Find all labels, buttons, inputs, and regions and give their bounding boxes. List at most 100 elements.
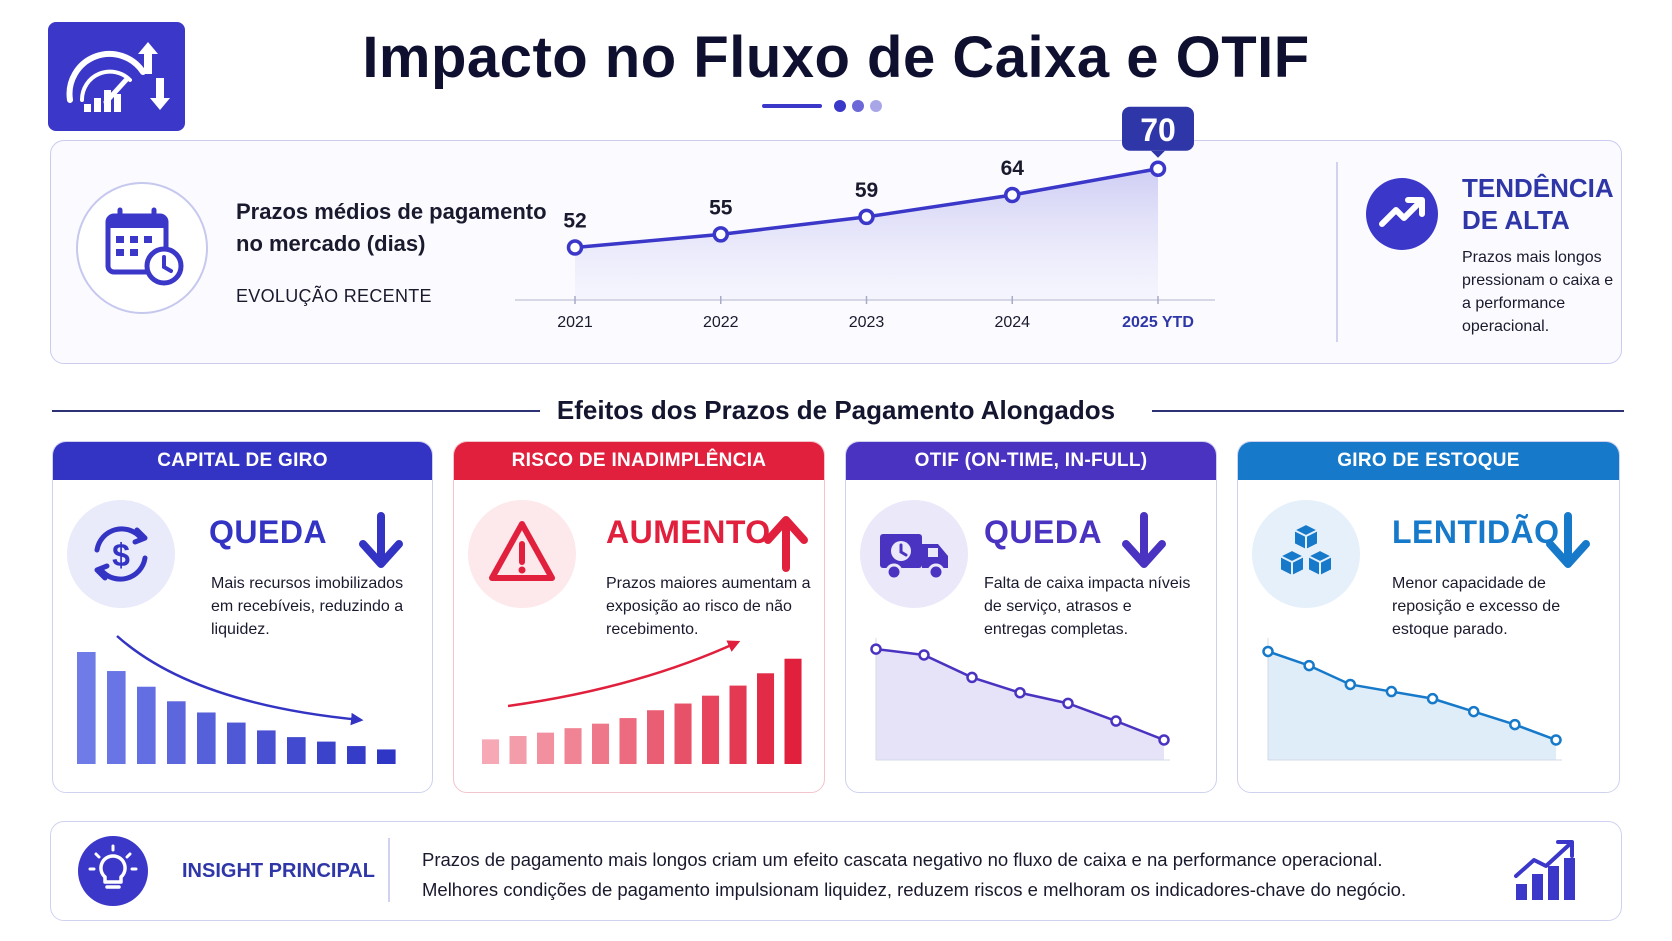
arrow-up-icon bbox=[764, 516, 808, 572]
data-point bbox=[858, 208, 875, 226]
gauge-arrows-icon bbox=[66, 42, 170, 112]
trend-up-icon bbox=[1379, 197, 1425, 227]
card-description: Prazos maiores aumentam a exposição ao r… bbox=[606, 575, 811, 638]
data-point bbox=[966, 671, 978, 684]
card-risco-inadimplencia: RISCO DE INADIMPLÊNCIA AUMENTO Prazos ma… bbox=[453, 441, 825, 793]
data-point bbox=[1426, 692, 1439, 705]
section-title: Efeitos dos Prazos de Pagamento Alongado… bbox=[556, 395, 1116, 425]
card-status: LENTIDÃO bbox=[1392, 514, 1560, 550]
card-status: AUMENTO bbox=[606, 514, 771, 550]
section-divider-right bbox=[1152, 410, 1624, 412]
trend-arrow bbox=[116, 635, 364, 726]
series-area bbox=[1268, 651, 1556, 760]
bar bbox=[377, 749, 396, 764]
bar bbox=[77, 652, 96, 764]
title-decoration bbox=[762, 100, 882, 112]
card-status: QUEDA bbox=[984, 514, 1103, 550]
data-point bbox=[870, 643, 882, 655]
series-line bbox=[1267, 650, 1557, 742]
card-header: GIRO DE ESTOQUE bbox=[1238, 442, 1619, 480]
bar bbox=[702, 695, 720, 764]
card-capital-de-giro: CAPITAL DE GIRO $ QUEDA Mais recursos im… bbox=[52, 441, 433, 793]
trend-icon-circle bbox=[1366, 178, 1438, 250]
x-tick-label: 2023 bbox=[849, 314, 885, 331]
page-title: Impacto no Fluxo de Caixa e OTIF bbox=[362, 25, 1310, 90]
data-point bbox=[1344, 678, 1357, 691]
data-label: 59 bbox=[855, 179, 878, 202]
insight-text: Prazos de pagamento mais longos criam um… bbox=[422, 845, 1406, 905]
card-giro-estoque: GIRO DE ESTOQUE LENTIDÃO Menor capacidad… bbox=[1237, 441, 1620, 793]
risco-bar-chart bbox=[482, 640, 802, 764]
bar bbox=[509, 736, 527, 764]
card-status: QUEDA bbox=[209, 514, 328, 550]
bar bbox=[619, 718, 637, 764]
section-divider-left bbox=[52, 410, 540, 412]
x-tick-label: 2025 YTD bbox=[1122, 314, 1194, 331]
data-point bbox=[712, 226, 729, 243]
bar bbox=[647, 710, 665, 764]
insight-label: INSIGHT PRINCIPAL bbox=[182, 860, 375, 882]
card-header: OTIF (ON-TIME, IN-FULL) bbox=[846, 442, 1216, 480]
data-point bbox=[1062, 697, 1074, 710]
card-description: Mais recursos imobilizados em recebíveis… bbox=[211, 575, 404, 638]
card-icon-circle: $ bbox=[67, 500, 175, 608]
dollar-cycle-icon: $ bbox=[94, 526, 148, 582]
boxes-icon bbox=[1279, 522, 1333, 578]
bar bbox=[592, 723, 610, 764]
data-point bbox=[918, 649, 930, 661]
x-tick-label: 2024 bbox=[994, 314, 1030, 331]
x-tick-label: 2021 bbox=[557, 314, 593, 331]
data-point bbox=[566, 239, 584, 256]
card-icon-circle bbox=[860, 500, 968, 608]
data-point bbox=[1385, 685, 1398, 698]
card-header: CAPITAL DE GIRO bbox=[53, 442, 432, 480]
bar bbox=[227, 722, 246, 764]
warning-icon bbox=[489, 521, 555, 581]
bar bbox=[537, 732, 555, 764]
bar bbox=[317, 741, 336, 764]
card-otif: OTIF (ON-TIME, IN-FULL) QUEDA Falta de c… bbox=[845, 441, 1217, 793]
data-point bbox=[1014, 686, 1026, 699]
card-description: Menor capacidade de reposição e excesso … bbox=[1392, 575, 1561, 638]
bulb-icon-circle bbox=[78, 836, 148, 906]
data-label: 64 bbox=[1001, 157, 1025, 180]
payment-terms-subheading: EVOLUÇÃO RECENTE bbox=[236, 286, 432, 306]
bar bbox=[482, 739, 500, 764]
bar bbox=[107, 671, 126, 764]
data-point bbox=[1303, 659, 1315, 672]
bar bbox=[757, 673, 775, 764]
highlight-callout: 70 bbox=[1122, 106, 1194, 158]
trend-arrow bbox=[507, 640, 741, 708]
bar bbox=[564, 728, 582, 764]
estoque-line-chart bbox=[1262, 638, 1562, 761]
bar bbox=[729, 685, 747, 764]
data-point bbox=[1467, 705, 1480, 718]
payment-terms-chart: 52 2021 55 2022 59 2023 64 2024 70 2025 YTD bbox=[515, 106, 1215, 331]
data-point bbox=[1149, 160, 1167, 177]
insight-line-2: Melhores condições de pagamento impulsio… bbox=[422, 879, 1407, 900]
bar bbox=[137, 686, 156, 764]
growth-chart-icon bbox=[1514, 840, 1575, 900]
bar bbox=[287, 737, 306, 764]
card-icon-circle bbox=[468, 500, 576, 608]
data-point bbox=[1509, 718, 1521, 731]
divider bbox=[388, 838, 390, 902]
bar bbox=[257, 730, 276, 764]
svg-text:$: $ bbox=[112, 537, 130, 573]
payment-terms-heading: Prazos médios de pagamento no mercado (d… bbox=[236, 199, 547, 256]
data-label: 55 bbox=[709, 196, 733, 219]
arrow-down-icon bbox=[359, 512, 403, 568]
data-point bbox=[1262, 645, 1274, 658]
divider bbox=[1336, 162, 1338, 342]
data-point bbox=[1550, 734, 1562, 746]
otif-line-chart bbox=[870, 638, 1170, 761]
x-tick-label: 2022 bbox=[703, 314, 739, 331]
card-header: RISCO DE INADIMPLÊNCIA bbox=[454, 442, 824, 480]
capital-de-giro-bar-chart bbox=[77, 635, 396, 764]
bar bbox=[674, 703, 692, 764]
bar bbox=[784, 658, 802, 764]
card-icon-circle bbox=[1252, 500, 1360, 608]
data-label: 70 bbox=[1140, 112, 1176, 148]
trend-description: Prazos mais longos pressionam o caixa e … bbox=[1462, 249, 1614, 335]
bar bbox=[167, 701, 186, 764]
